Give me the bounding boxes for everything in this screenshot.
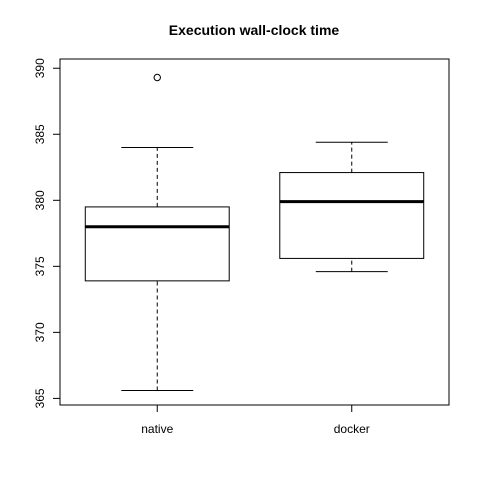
y-axis: 365 370 375 380 385 390	[33, 58, 60, 409]
y-tick-label: 365	[33, 388, 47, 408]
iqr-box	[85, 207, 229, 281]
x-tick-label-docker: docker	[334, 422, 370, 436]
iqr-box	[280, 173, 424, 259]
y-tick-label: 390	[33, 58, 47, 78]
box-native	[85, 74, 229, 390]
chart-title: Execution wall-clock time	[169, 22, 340, 38]
outlier-point	[154, 74, 160, 80]
y-tick-label: 385	[33, 124, 47, 144]
boxes	[85, 74, 423, 390]
x-tick-label-native: native	[141, 422, 173, 436]
y-tick-label: 375	[33, 256, 47, 276]
y-tick-label: 370	[33, 322, 47, 342]
x-axis: native docker	[141, 405, 370, 436]
y-tick-label: 380	[33, 190, 47, 210]
box-docker	[280, 142, 424, 271]
